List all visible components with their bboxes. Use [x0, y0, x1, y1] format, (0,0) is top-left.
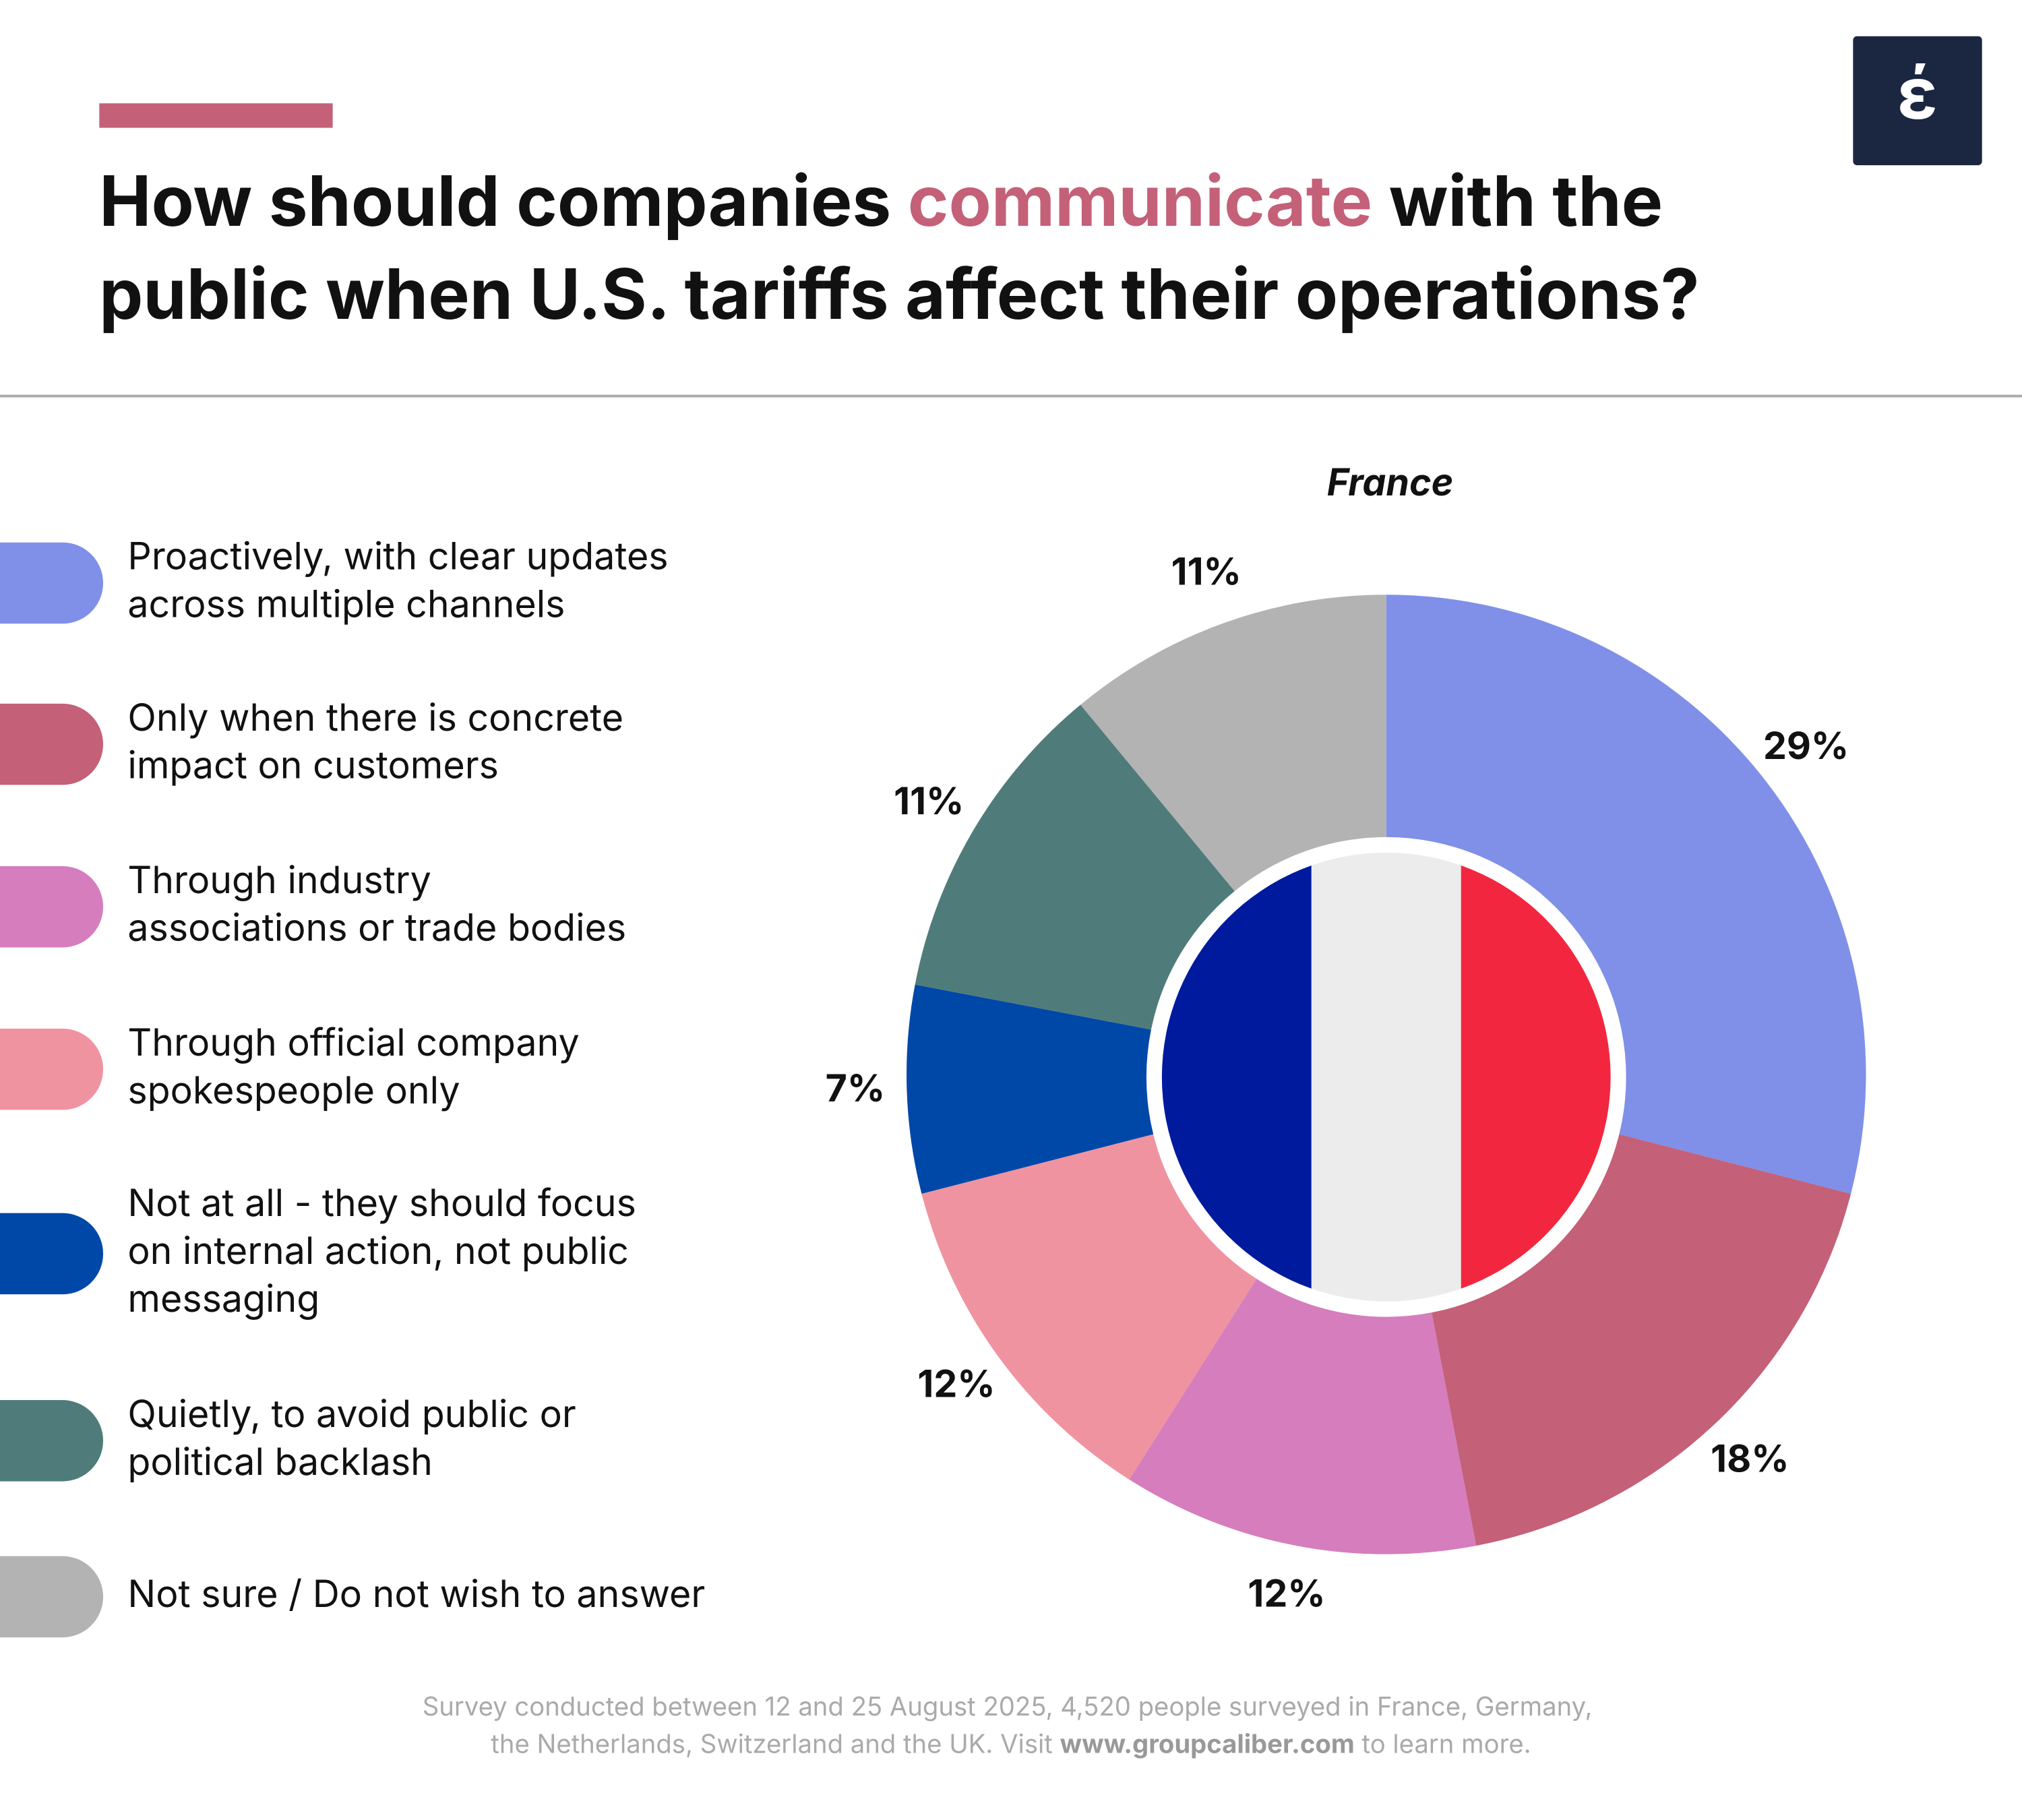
- chart-title: How should companies communicate with th…: [99, 158, 1699, 336]
- flag-white: [1311, 852, 1461, 1302]
- footer-link: www.groupcaliber.com: [1060, 1728, 1355, 1759]
- legend-label: Only when there is concrete impact on cus…: [127, 695, 623, 788]
- value-label: 11%: [1171, 549, 1242, 594]
- value-label: 18%: [1711, 1436, 1789, 1482]
- title-highlight: communicate: [908, 158, 1372, 243]
- footer: Survey conducted between 12 and 25 Augus…: [423, 1691, 1600, 1759]
- legend-swatch: [0, 1029, 104, 1110]
- title-part: with the: [1372, 158, 1663, 243]
- title-part: How should companies: [99, 158, 907, 243]
- value-label: 29%: [1763, 723, 1849, 768]
- value-label: 7%: [826, 1066, 886, 1111]
- footer-line: Survey conducted between 12 and 25 Augus…: [423, 1691, 1593, 1722]
- legend-swatch: [0, 542, 104, 624]
- logo: έ: [1897, 49, 1938, 136]
- title-part: public when U.S. tariffs affect their op…: [99, 251, 1699, 336]
- legend-label: Through industry associations or trade bo…: [127, 857, 626, 950]
- legend: Proactively, with clear updates across mu…: [0, 534, 705, 1638]
- subtitle: France: [1327, 460, 1454, 505]
- slice: [907, 984, 1386, 1194]
- value-label: 11%: [894, 779, 964, 824]
- legend-swatch: [0, 866, 104, 948]
- legend-label: Quietly, to avoid public or political bac…: [127, 1391, 576, 1484]
- legend-swatch: [0, 1213, 104, 1295]
- logo-box: [1853, 36, 1982, 166]
- legend-label: Through official company spokespeople onl…: [127, 1020, 579, 1113]
- legend-label: Not at all - they should focus on interna…: [127, 1180, 636, 1321]
- footer-line: to learn more.: [1355, 1728, 1531, 1759]
- value-label: 12%: [917, 1361, 995, 1406]
- legend-label: Proactively, with clear updates across mu…: [127, 534, 668, 627]
- legend-swatch: [0, 1556, 104, 1638]
- legend-label: Not sure / Do not wish to answer: [127, 1571, 705, 1616]
- flag: [1146, 837, 1626, 1317]
- value-label: 12%: [1248, 1571, 1325, 1616]
- accent-bar: [99, 103, 333, 128]
- legend-swatch: [0, 703, 104, 785]
- legend-swatch: [0, 1400, 104, 1482]
- footer-line: the Netherlands, Switzerland and the UK.…: [491, 1728, 1060, 1759]
